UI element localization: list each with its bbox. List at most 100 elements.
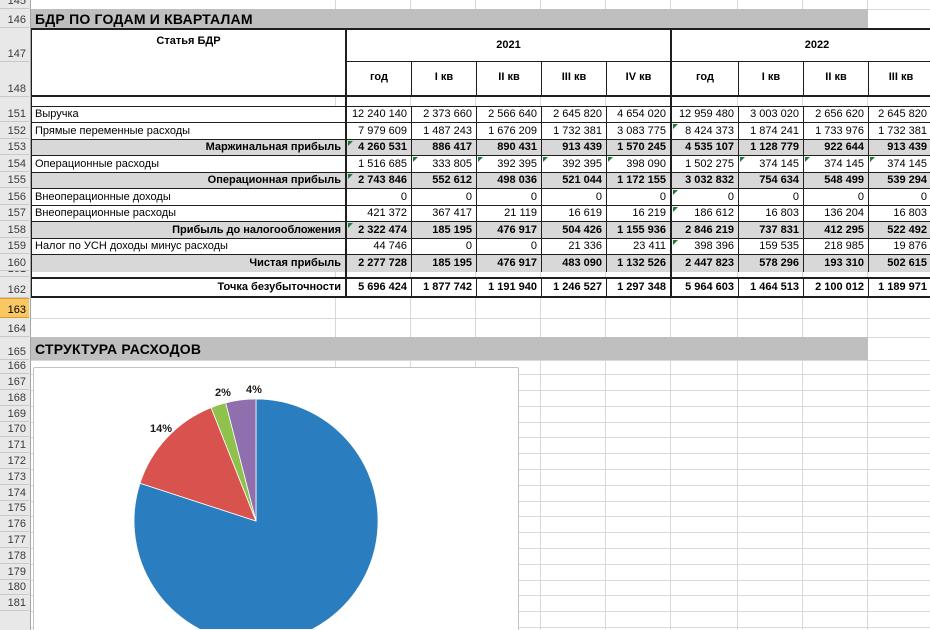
cell-r157-c5[interactable]: 16 219 (607, 206, 672, 222)
row-header-171[interactable]: 171 (0, 437, 29, 453)
cell-r155-c7[interactable]: 754 634 (739, 173, 804, 189)
section-title-bdr[interactable]: БДР ПО ГОДАМ И КВАРТАЛАМ (30, 9, 868, 28)
cell-r156-c5[interactable]: 0 (607, 189, 672, 206)
cell-r152-c6[interactable]: 8 424 373 (672, 123, 739, 140)
row-header-167[interactable]: 167 (0, 374, 29, 390)
cell-r159-c1[interactable]: 44 746 (347, 239, 412, 255)
cell-r158-c6[interactable]: 2 846 219 (672, 222, 739, 239)
quarter-header-2022-3[interactable]: II кв (804, 62, 869, 95)
quarter-header-2021-3[interactable]: II кв (477, 62, 542, 95)
cell-r153-c5[interactable]: 1 570 245 (607, 140, 672, 156)
cell-r156-c7[interactable]: 0 (739, 189, 804, 206)
cell-r158-c2[interactable]: 185 195 (412, 222, 477, 239)
row-label-158[interactable]: Прибыль до налогообложения (32, 222, 347, 239)
cell-r154-c1[interactable]: 1 516 685 (347, 156, 412, 173)
quarter-header-2022-4[interactable]: III кв (869, 62, 930, 95)
row-header-172[interactable]: 172 (0, 453, 29, 469)
row-label-151[interactable]: Выручка (32, 107, 347, 123)
cell-r154-c3[interactable]: 392 395 (477, 156, 542, 173)
cell-r159-c5[interactable]: 23 411 (607, 239, 672, 255)
cell-r158-c9[interactable]: 522 492 (869, 222, 930, 239)
breakeven-label[interactable]: Точка безубыточности (32, 279, 347, 296)
breakeven-cell-c1[interactable]: 5 696 424 (347, 279, 412, 296)
pie-chart-object[interactable]: 14% 2% 4% (33, 367, 519, 630)
cell-r154-c8[interactable]: 374 145 (804, 156, 869, 173)
cell-r154-c2[interactable]: 333 805 (412, 156, 477, 173)
quarter-header-2021-2[interactable]: I кв (412, 62, 477, 95)
cell-r153-c8[interactable]: 922 644 (804, 140, 869, 156)
row-header-174[interactable]: 174 (0, 485, 29, 501)
row-header-173[interactable]: 173 (0, 469, 29, 485)
year-header-2022[interactable]: 2022 (672, 30, 930, 62)
cell-r157-c4[interactable]: 16 619 (542, 206, 607, 222)
cell-r158-c5[interactable]: 1 155 936 (607, 222, 672, 239)
cell-r153-c9[interactable]: 913 439 (869, 140, 930, 156)
row-header-154[interactable]: 154 (0, 155, 29, 172)
stub-header-cell[interactable]: Статья БДР (32, 30, 347, 95)
row-label-159[interactable]: Налог по УСН доходы минус расходы (32, 239, 347, 255)
row-header-161[interactable]: 161 (0, 271, 29, 277)
breakeven-cell-c7[interactable]: 1 464 513 (739, 279, 804, 296)
cell-r159-c4[interactable]: 21 336 (542, 239, 607, 255)
cell-r155-c8[interactable]: 548 499 (804, 173, 869, 189)
row-header-159[interactable]: 159 (0, 238, 29, 254)
cell-r160-c4[interactable]: 483 090 (542, 255, 607, 272)
cell-r156-c1[interactable]: 0 (347, 189, 412, 206)
cell-r156-c9[interactable]: 0 (869, 189, 930, 206)
row-header-176[interactable]: 176 (0, 516, 29, 532)
cell-r158-c8[interactable]: 412 295 (804, 222, 869, 239)
cell-r153-c1[interactable]: 4 260 531 (347, 140, 412, 156)
cell-r151-c3[interactable]: 2 566 640 (477, 107, 542, 123)
cell-r155-c1[interactable]: 2 743 846 (347, 173, 412, 189)
cell-r159-c9[interactable]: 19 876 (869, 239, 930, 255)
row-header-148[interactable]: 148 (0, 62, 29, 97)
cell-r160-c5[interactable]: 1 132 526 (607, 255, 672, 272)
row-header-168[interactable]: 168 (0, 390, 29, 406)
row-label-155[interactable]: Операционная прибыль (32, 173, 347, 189)
row-header-151[interactable]: 151 (0, 106, 29, 122)
year-header-2021[interactable]: 2021 (347, 30, 672, 62)
row-header-156[interactable]: 156 (0, 188, 29, 205)
cell-r152-c8[interactable]: 1 733 976 (804, 123, 869, 140)
cell-r156-c2[interactable]: 0 (412, 189, 477, 206)
cell-r151-c2[interactable]: 2 373 660 (412, 107, 477, 123)
cell-r155-c9[interactable]: 539 294 (869, 173, 930, 189)
cell-r157-c2[interactable]: 367 417 (412, 206, 477, 222)
cell-r160-c9[interactable]: 502 615 (869, 255, 930, 272)
cell-r158-c7[interactable]: 737 831 (739, 222, 804, 239)
row-header-162[interactable]: 162 (0, 277, 29, 298)
cell-r153-c2[interactable]: 886 417 (412, 140, 477, 156)
cell-r151-c4[interactable]: 2 645 820 (542, 107, 607, 123)
cell-r154-c4[interactable]: 392 395 (542, 156, 607, 173)
pie-slice-14pct[interactable] (139, 407, 257, 522)
cell-r156-c8[interactable]: 0 (804, 189, 869, 206)
row-header-147[interactable]: 147 (0, 28, 29, 62)
row-header-175[interactable]: 175 (0, 501, 29, 516)
cell-r157-c7[interactable]: 16 803 (739, 206, 804, 222)
cell-r153-c6[interactable]: 4 535 107 (672, 140, 739, 156)
row-header-181[interactable]: 181 (0, 595, 29, 611)
breakeven-cell-c4[interactable]: 1 246 527 (542, 279, 607, 296)
cell-r154-c6[interactable]: 1 502 275 (672, 156, 739, 173)
cell-r157-c3[interactable]: 21 119 (477, 206, 542, 222)
cell-r151-c5[interactable]: 4 654 020 (607, 107, 672, 123)
cell-r156-c4[interactable]: 0 (542, 189, 607, 206)
cell-r157-c6[interactable]: 186 612 (672, 206, 739, 222)
cell-r155-c3[interactable]: 498 036 (477, 173, 542, 189)
row-header-179[interactable]: 179 (0, 564, 29, 580)
cell-r154-c9[interactable]: 374 145 (869, 156, 930, 173)
cell-r152-c5[interactable]: 3 083 775 (607, 123, 672, 140)
row-header-170[interactable]: 170 (0, 422, 29, 437)
cell-r151-c8[interactable]: 2 656 620 (804, 107, 869, 123)
cell-r160-c6[interactable]: 2 447 823 (672, 255, 739, 272)
breakeven-cell-c6[interactable]: 5 964 603 (672, 279, 739, 296)
row-label-154[interactable]: Операционные расходы (32, 156, 347, 173)
row-header-164[interactable]: 164 (0, 318, 29, 337)
cell-r152-c3[interactable]: 1 676 209 (477, 123, 542, 140)
cell-r152-c2[interactable]: 1 487 243 (412, 123, 477, 140)
cell-r151-c6[interactable]: 12 959 480 (672, 107, 739, 123)
cell-r158-c4[interactable]: 504 426 (542, 222, 607, 239)
cell-r159-c2[interactable]: 0 (412, 239, 477, 255)
quarter-header-2022-2[interactable]: I кв (739, 62, 804, 95)
cell-r159-c7[interactable]: 159 535 (739, 239, 804, 255)
